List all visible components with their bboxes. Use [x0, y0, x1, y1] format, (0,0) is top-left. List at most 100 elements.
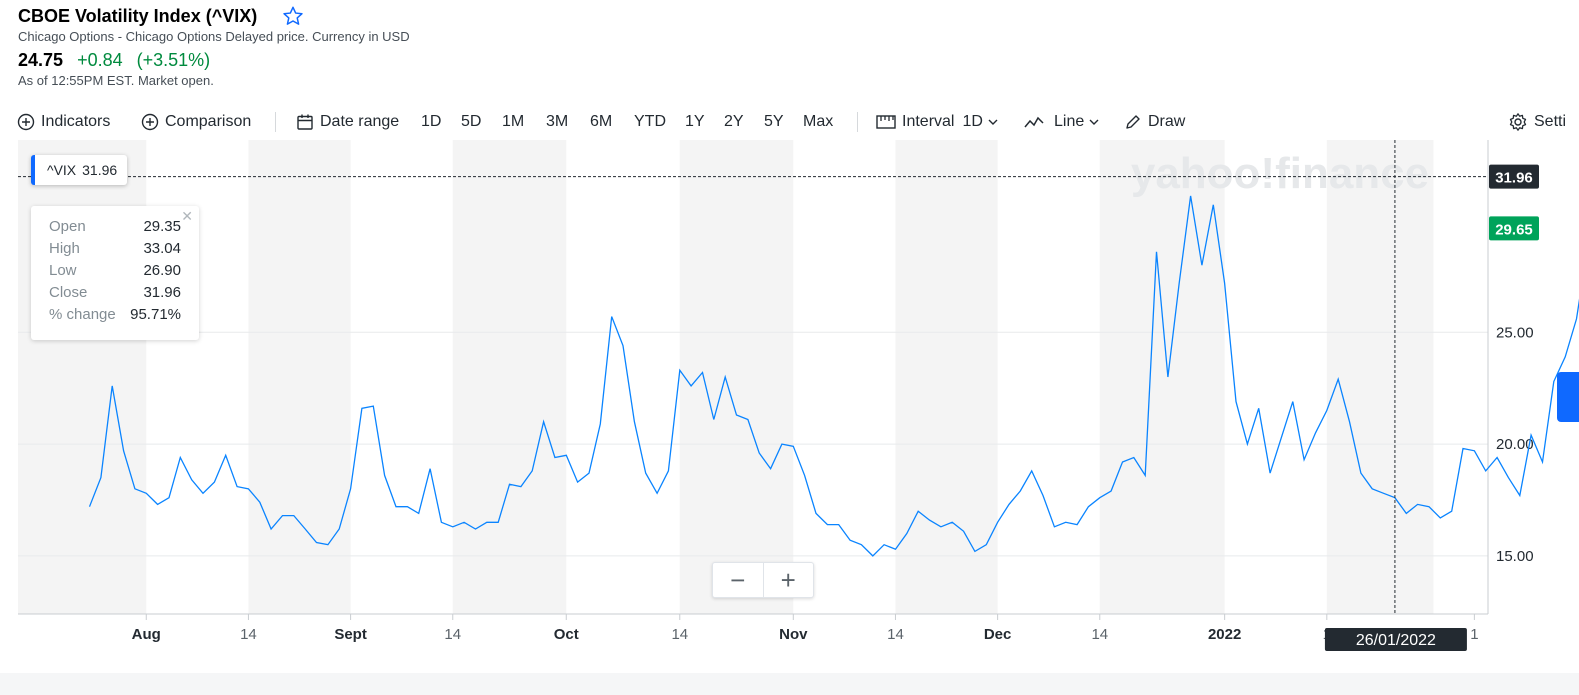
last-value-box — [1489, 216, 1539, 241]
range-5y[interactable]: 5Y — [764, 113, 784, 130]
x-tick-label: 14 — [444, 626, 461, 643]
tooltip-label: % change — [49, 306, 116, 323]
crosshair-date-label: 26/01/2022 — [1356, 632, 1436, 649]
comparison-label: Comparison — [165, 113, 252, 130]
page-title: CBOE Volatility Index (^VIX) — [18, 6, 258, 26]
settings-button[interactable]: Setti — [1508, 108, 1566, 136]
month-band — [1099, 140, 1225, 614]
chevron-down-icon — [1089, 119, 1099, 125]
tooltip-row-low: Low 26.90 — [49, 262, 181, 284]
zoom-out-button[interactable]: − — [730, 564, 746, 595]
price-change: +0.84 — [77, 50, 123, 70]
month-band — [452, 140, 567, 614]
range-2y[interactable]: 2Y — [724, 113, 744, 130]
x-tick-label: Nov — [779, 626, 808, 643]
tooltip-row-close: Close 31.96 — [49, 284, 181, 306]
zoom-in-button[interactable]: + — [780, 564, 796, 595]
x-tick-label: Dec — [984, 626, 1012, 643]
yahoo-finance-watermark: yahoo!finance — [1131, 149, 1429, 198]
tooltip-label: Close — [49, 284, 88, 301]
star-icon[interactable] — [282, 5, 304, 27]
ruler-icon — [876, 115, 896, 129]
price-chart[interactable]: yahoo!finance Aug 14 Sept 14 Oct 14 Nov 14 Dec 14… — [0, 140, 1579, 670]
tooltip-row-high: High 33.04 — [49, 240, 181, 262]
x-tick-label: Sept — [334, 626, 367, 643]
indicators-label: Indicators — [41, 113, 111, 130]
comparison-button[interactable]: Comparison — [141, 108, 251, 136]
month-band — [679, 140, 794, 614]
legend-symbol: ^VIX — [47, 162, 77, 178]
tooltip-value: 26.90 — [143, 262, 181, 279]
price-row: 24.75 +0.84 (+3.51%) — [18, 50, 210, 71]
series-legend-chip[interactable]: ^VIX 31.96 — [31, 155, 128, 185]
x-tick-label: 1 — [1470, 626, 1478, 643]
quote-subtitle: Chicago Options - Chicago Options Delaye… — [18, 29, 410, 44]
last-value-label: 29.65 — [1495, 221, 1533, 238]
toolbar-divider — [857, 112, 858, 132]
interval-label: Interval — [902, 113, 955, 130]
y-tick-label: 25.00 — [1496, 324, 1534, 341]
interval-value: 1D — [962, 113, 983, 130]
range-5d[interactable]: 5D — [461, 113, 482, 130]
plus-circle-icon — [17, 113, 35, 131]
x-tick-label: 14 — [671, 626, 688, 643]
calendar-icon — [297, 114, 313, 130]
series-line-vix — [88, 195, 1579, 557]
close-icon[interactable]: ✕ — [181, 208, 193, 224]
toolbar-divider — [275, 112, 276, 132]
zoom-divider — [762, 563, 764, 597]
crosshair-value-box — [1489, 164, 1539, 189]
interval-dropdown[interactable]: Interval 1D — [876, 108, 1000, 136]
pencil-icon — [1126, 115, 1140, 129]
chart-type-label: Line — [1054, 113, 1085, 130]
tooltip-value: 95.71% — [130, 306, 181, 323]
tooltip-value: 33.04 — [143, 240, 181, 257]
ohlc-tooltip: ✕ Open 29.35 High 33.04 Low 26.90 Close … — [31, 206, 199, 340]
chevron-down-icon — [988, 119, 998, 125]
range-1y[interactable]: 1Y — [685, 113, 705, 130]
plus-circle-icon — [141, 113, 159, 131]
tooltip-label: Open — [49, 218, 86, 235]
date-range-label: Date range — [320, 113, 400, 130]
y-tick-label: 15.00 — [1496, 548, 1534, 565]
draw-label: Draw — [1148, 113, 1186, 130]
x-tick-label: 2022 — [1208, 626, 1241, 643]
range-3m[interactable]: 3M — [546, 113, 569, 130]
zoom-controls: − + — [712, 562, 814, 598]
range-1d[interactable]: 1D — [421, 113, 442, 130]
line-chart-icon — [1024, 116, 1044, 128]
range-6m[interactable]: 6M — [590, 113, 613, 130]
tooltip-value: 31.96 — [143, 284, 181, 301]
y-tick-label: 20.00 — [1496, 436, 1534, 453]
month-band — [895, 140, 998, 614]
date-range-button[interactable]: Date range — [296, 108, 399, 136]
indicators-button[interactable]: Indicators — [17, 108, 110, 136]
tooltip-value: 29.35 — [143, 218, 181, 235]
month-band — [1326, 140, 1434, 614]
crosshair-date-box — [1324, 628, 1467, 651]
gear-icon — [1509, 113, 1527, 131]
month-band — [248, 140, 351, 614]
tooltip-row-open: Open 29.35 — [49, 218, 181, 240]
chart-toolbar: Indicators Comparison Date range 1D 5D 1… — [0, 108, 1579, 136]
range-1m[interactable]: 1M — [502, 113, 525, 130]
x-tick-label: 14 — [1091, 626, 1108, 643]
price-change-percent: (+3.51%) — [136, 50, 211, 70]
footer-band — [0, 673, 1579, 695]
x-tick-label: 14 — [887, 626, 904, 643]
settings-label: Setti — [1534, 113, 1567, 130]
tooltip-label: Low — [49, 262, 77, 279]
x-tick-label: Aug — [132, 626, 161, 643]
range-max[interactable]: Max — [803, 113, 834, 130]
x-tick-label: 14 — [240, 626, 257, 643]
range-ytd[interactable]: YTD — [634, 113, 666, 130]
side-panel-toggle[interactable] — [1557, 372, 1579, 422]
tooltip-label: High — [49, 240, 80, 257]
current-price: 24.75 — [18, 50, 64, 70]
tooltip-row-pct-change: % change 95.71% — [49, 306, 181, 328]
chart-type-dropdown[interactable]: Line — [1024, 108, 1101, 136]
market-time: As of 12:55PM EST. Market open. — [18, 73, 214, 88]
x-tick-label: Oct — [554, 626, 579, 643]
draw-button[interactable]: Draw — [1124, 108, 1185, 136]
legend-value: 31.96 — [82, 162, 118, 178]
